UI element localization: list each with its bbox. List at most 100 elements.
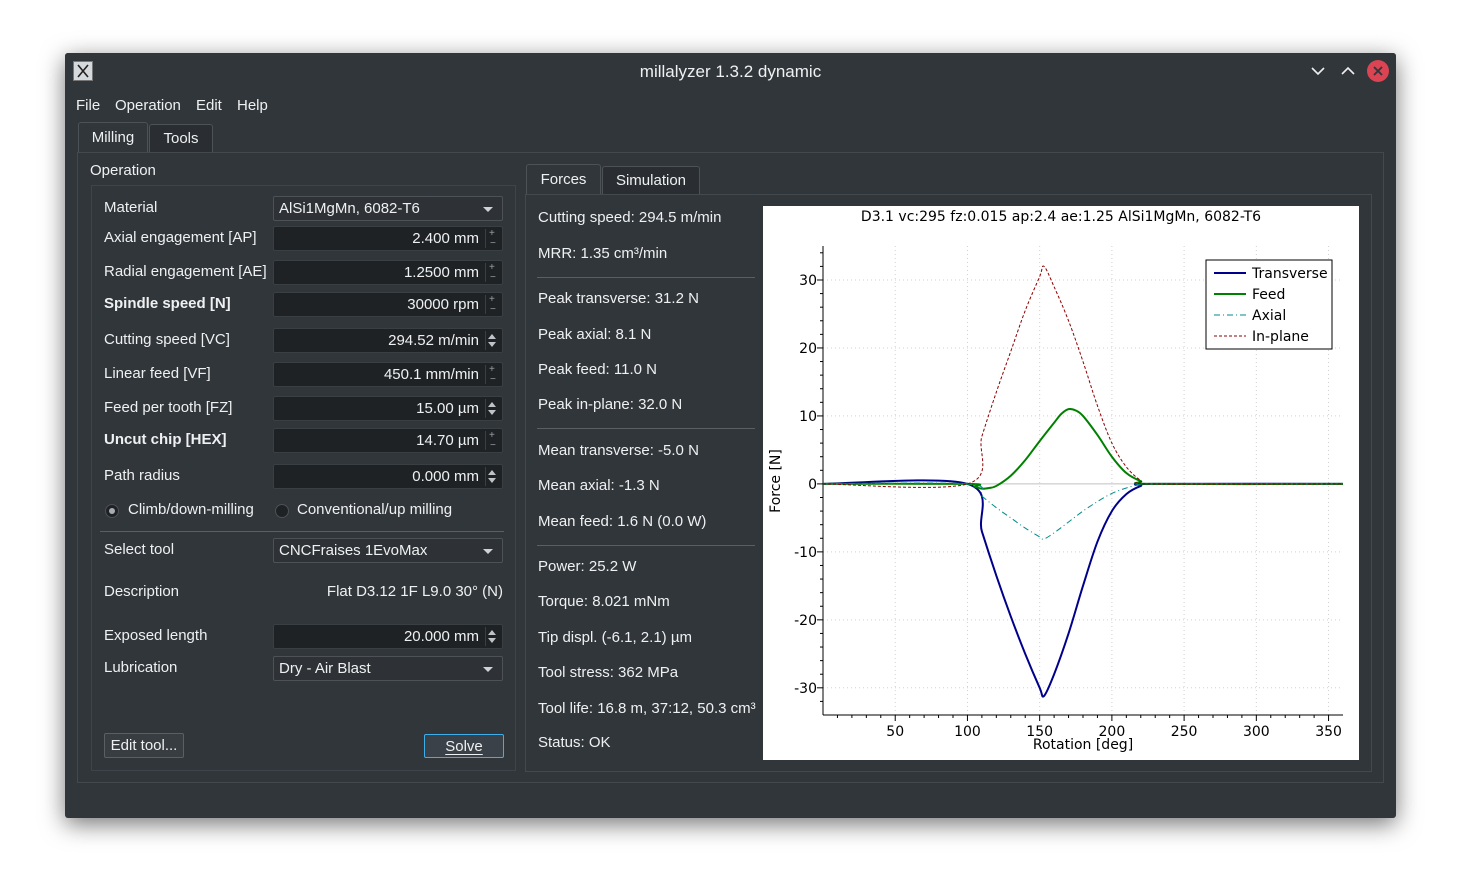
material-label: Material [104, 199, 158, 216]
results-separator [537, 277, 755, 278]
menu-file[interactable]: File [76, 97, 101, 114]
force-chart: D3.1 vc:295 fz:0.015 ap:2.4 ae:1.25 AlSi… [763, 206, 1359, 760]
legend-box [1205, 259, 1333, 350]
field-label: Radial engagement [AE] [104, 263, 267, 280]
result-line: Cutting speed: 294.5 m/min [538, 209, 722, 226]
y-tick-label: 30 [799, 273, 817, 289]
solve-button-label: Solve [445, 738, 483, 755]
select-tool-value: CNCFraises 1EvoMax [279, 542, 428, 559]
force-chart-svg: D3.1 vc:295 fz:0.015 ap:2.4 ae:1.25 AlSi… [768, 209, 1344, 753]
result-line: Mean transverse: -5.0 N [538, 442, 699, 459]
series-line-feed [822, 407, 1344, 490]
chevron-down-icon [483, 549, 493, 554]
radio-conventional[interactable] [275, 504, 289, 518]
numeric-field[interactable]: 14.70 µm + − [273, 428, 503, 453]
exposed-length-spinner[interactable] [485, 627, 500, 646]
result-line: Power: 25.2 W [538, 558, 637, 575]
tab-tools[interactable]: Tools [149, 124, 213, 153]
chevron-down-icon[interactable] [1308, 61, 1328, 81]
operation-group [91, 185, 516, 771]
result-line: Peak axial: 8.1 N [538, 326, 652, 343]
field-label: Uncut chip [HEX] [104, 431, 227, 448]
y-tick-label: -30 [794, 681, 817, 697]
spinner-icon[interactable]: + − [485, 294, 500, 315]
chart-series [822, 265, 1344, 698]
select-tool-combo[interactable]: CNCFraises 1EvoMax [273, 538, 503, 563]
numeric-field-value: 294.52 m/min [388, 332, 479, 349]
tab-simulation[interactable]: Simulation [602, 166, 700, 195]
select-tool-label: Select tool [104, 541, 175, 558]
radio-climb[interactable] [105, 504, 119, 518]
numeric-field[interactable]: 0.000 mm [273, 464, 503, 489]
main-tab-panel [77, 152, 1384, 783]
menu-edit[interactable]: Edit [196, 97, 222, 114]
y-tick-label: 10 [799, 409, 817, 425]
spinner-icon[interactable]: + − [485, 228, 500, 249]
result-line: Tip displ. (-6.1, 2.1) µm [538, 629, 692, 646]
y-tick-label: -20 [794, 613, 817, 629]
tab-forces-label: Forces [540, 171, 587, 188]
tab-forces[interactable]: Forces [526, 164, 601, 195]
numeric-field[interactable]: 30000 rpm + − [273, 292, 503, 317]
menu-help[interactable]: Help [237, 97, 268, 114]
y-tick-label: -10 [794, 545, 817, 561]
x-tick-label: 200 [1099, 724, 1126, 740]
window-title: millalyzer 1.3.2 dynamic [639, 62, 822, 81]
results-separator [537, 545, 755, 546]
menu-operation[interactable]: Operation [115, 97, 181, 114]
numeric-field[interactable]: 15.00 µm [273, 396, 503, 421]
x-tick-label: 250 [1171, 724, 1198, 740]
spinner-icon[interactable] [485, 331, 500, 350]
result-line: MRR: 1.35 cm³/min [538, 245, 668, 262]
tab-milling[interactable]: Milling [78, 122, 148, 153]
spinner-icon[interactable] [485, 467, 500, 486]
field-label: Axial engagement [AP] [104, 229, 257, 246]
exposed-length-value: 20.000 mm [403, 628, 479, 645]
x-tick-label: 50 [886, 724, 904, 740]
material-value: AlSi1MgMn, 6082-T6 [279, 200, 420, 217]
spinner-icon[interactable] [485, 399, 500, 418]
numeric-field[interactable]: 1.2500 mm + − [273, 260, 503, 285]
field-label: Feed per tooth [FZ] [104, 399, 233, 416]
app-icon [73, 61, 93, 81]
exposed-length-label: Exposed length [104, 627, 208, 644]
result-line: Peak in-plane: 32.0 N [538, 396, 683, 413]
field-label: Spindle speed [N] [104, 295, 231, 312]
y-tick-label: 20 [799, 341, 817, 357]
chart-xlabel: Rotation [deg] [1033, 737, 1133, 753]
exposed-length-field[interactable]: 20.000 mm [273, 624, 503, 649]
radio-climb-label[interactable]: Climb/down-milling [128, 501, 254, 518]
chevron-down-icon [483, 207, 493, 212]
solve-button[interactable]: Solve [424, 734, 504, 758]
x-tick-label: 100 [954, 724, 981, 740]
spinner-icon[interactable]: + − [485, 262, 500, 283]
numeric-field[interactable]: 294.52 m/min [273, 328, 503, 353]
series-line-axial [822, 482, 1344, 540]
x-tick-label: 350 [1315, 724, 1342, 740]
result-line: Torque: 8.021 mNm [538, 593, 670, 610]
chart-title: D3.1 vc:295 fz:0.015 ap:2.4 ae:1.25 AlSi… [861, 209, 1261, 225]
result-line: Tool life: 16.8 m, 37:12, 50.3 cm³ [538, 700, 756, 717]
lubrication-value: Dry - Air Blast [279, 660, 371, 677]
numeric-field-value: 1.2500 mm [403, 264, 479, 281]
numeric-field-value: 2.400 mm [412, 230, 479, 247]
title-bar[interactable]: millalyzer 1.3.2 dynamic [65, 53, 1396, 89]
result-line: Tool stress: 362 MPa [538, 664, 679, 681]
description-label: Description [104, 583, 180, 600]
numeric-field[interactable]: 450.1 mm/min + − [273, 362, 503, 387]
lubrication-combo[interactable]: Dry - Air Blast [273, 656, 503, 681]
chevron-up-icon[interactable] [1338, 61, 1358, 81]
legend-label: Transverse [1251, 266, 1328, 282]
legend-label: Feed [1252, 287, 1285, 303]
close-icon[interactable] [1367, 60, 1389, 82]
numeric-field[interactable]: 2.400 mm + − [273, 226, 503, 251]
edit-tool-button[interactable]: Edit tool... [104, 733, 184, 758]
numeric-field-value: 450.1 mm/min [383, 366, 479, 383]
result-line: Status: OK [538, 734, 611, 751]
spinner-icon[interactable]: + − [485, 430, 500, 451]
material-combo[interactable]: AlSi1MgMn, 6082-T6 [273, 196, 503, 221]
spinner-icon[interactable]: + − [485, 364, 500, 385]
radio-conventional-label[interactable]: Conventional/up milling [297, 501, 453, 518]
field-label: Linear feed [VF] [104, 365, 211, 382]
